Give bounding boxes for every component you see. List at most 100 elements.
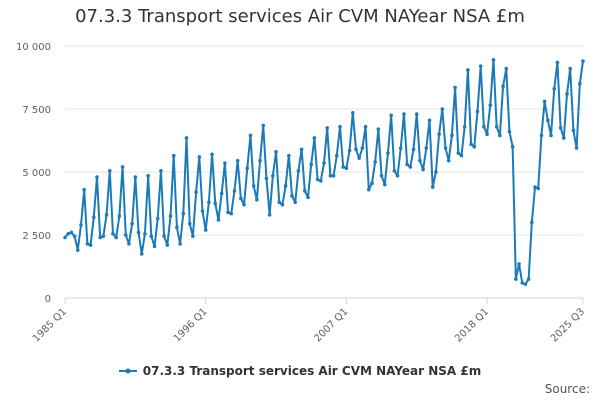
data-point[interactable] [475,109,480,114]
data-point[interactable] [165,243,170,247]
data-point[interactable] [456,151,461,155]
data-point[interactable] [258,158,262,163]
data-point[interactable] [181,211,186,216]
data-point[interactable] [558,126,563,130]
data-point[interactable] [510,145,515,149]
data-point[interactable] [152,244,157,249]
data-point[interactable] [498,133,502,138]
data-point[interactable] [264,176,269,181]
data-point[interactable] [210,152,214,157]
data-point[interactable] [114,235,118,240]
data-point[interactable] [552,87,557,91]
data-point[interactable] [136,230,141,235]
data-point[interactable] [494,124,499,129]
data-point[interactable] [517,262,521,266]
data-point[interactable] [526,277,531,281]
data-point[interactable] [482,124,486,129]
data-point[interactable] [248,133,253,138]
data-point[interactable] [194,190,198,194]
data-point[interactable] [325,126,330,130]
data-point[interactable] [562,136,566,140]
data-point[interactable] [104,213,109,217]
data-point[interactable] [280,202,285,207]
data-point[interactable] [82,187,86,192]
data-point[interactable] [315,177,320,182]
data-point[interactable] [232,189,237,193]
data-point[interactable] [350,110,355,115]
data-point[interactable] [75,248,80,252]
data-point[interactable] [581,59,585,63]
data-point[interactable] [418,158,422,163]
data-point[interactable] [472,145,477,149]
data-point[interactable] [485,132,489,136]
data-point[interactable] [175,225,179,230]
data-point[interactable] [405,162,409,167]
data-point[interactable] [530,220,534,225]
data-point[interactable] [536,186,541,191]
data-point[interactable] [507,129,512,134]
data-point[interactable] [303,189,307,193]
data-point[interactable] [162,234,166,239]
data-point[interactable] [207,200,211,205]
data-point[interactable] [360,146,365,150]
data-point[interactable] [440,107,445,111]
data-point[interactable] [155,216,160,221]
series-line[interactable] [63,58,585,286]
data-point[interactable] [373,160,377,164]
data-point[interactable] [414,112,419,116]
data-point[interactable] [120,165,125,169]
data-point[interactable] [111,231,115,236]
data-point[interactable] [568,66,573,71]
data-point[interactable] [98,235,102,240]
data-point[interactable] [520,281,525,285]
data-point[interactable] [255,197,259,202]
data-point[interactable] [446,158,451,163]
data-point[interactable] [491,58,496,62]
data-point[interactable] [123,233,128,237]
data-point[interactable] [354,147,358,152]
data-point[interactable] [334,153,339,158]
data-point[interactable] [139,252,144,256]
data-point[interactable] [571,128,576,133]
data-point[interactable] [223,161,227,165]
data-point[interactable] [443,146,448,150]
data-point[interactable] [469,142,473,147]
data-point[interactable] [565,92,569,96]
data-point[interactable] [127,242,131,246]
data-point[interactable] [149,234,154,239]
data-point[interactable] [462,124,467,129]
data-point[interactable] [331,173,336,178]
data-point[interactable] [203,228,208,232]
data-point[interactable] [130,221,134,226]
data-point[interactable] [395,173,400,178]
data-point[interactable] [341,165,345,169]
data-point[interactable] [347,148,352,153]
data-point[interactable] [453,85,457,90]
data-point[interactable] [197,155,202,159]
data-point[interactable] [168,214,173,218]
data-point[interactable] [574,146,579,150]
data-point[interactable] [277,200,282,205]
data-point[interactable] [143,231,147,236]
data-point[interactable] [290,194,294,198]
data-point[interactable] [101,234,106,239]
data-point[interactable] [229,211,234,216]
data-point[interactable] [514,277,518,281]
data-point[interactable] [424,146,429,150]
data-point[interactable] [437,132,441,136]
data-point[interactable] [555,60,560,65]
data-point[interactable] [578,82,582,86]
data-point[interactable] [187,221,192,226]
data-point[interactable] [430,185,435,189]
data-point[interactable] [421,167,425,172]
data-point[interactable] [216,218,221,222]
data-point[interactable] [72,234,77,239]
data-point[interactable] [542,99,547,104]
data-point[interactable] [251,184,256,188]
data-point[interactable] [392,168,397,173]
data-point[interactable] [312,136,317,140]
data-point[interactable] [242,202,246,207]
data-point[interactable] [146,173,150,178]
data-point[interactable] [427,118,432,123]
data-point[interactable] [88,243,93,247]
